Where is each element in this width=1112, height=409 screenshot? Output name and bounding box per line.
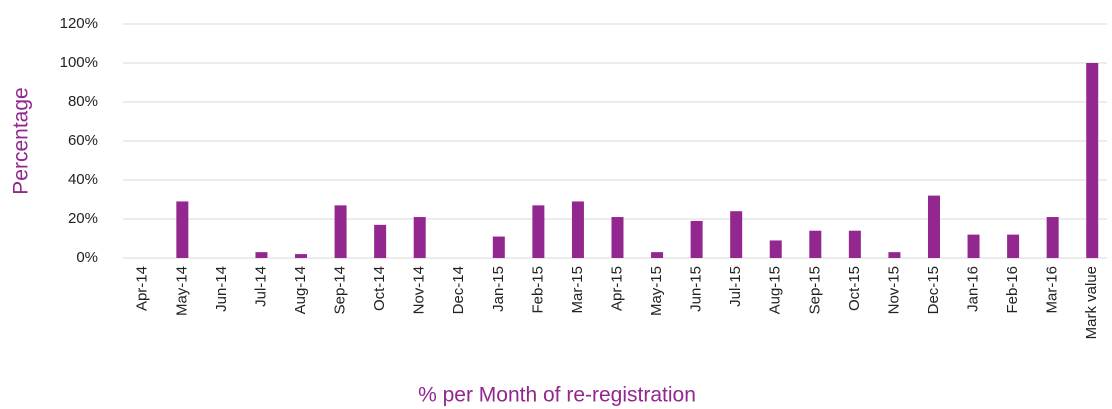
- y-tick-label: 100%: [60, 54, 98, 71]
- bar: [255, 252, 268, 258]
- x-tick-label: Nov-15: [885, 266, 902, 314]
- x-tick-label: Jan-15: [490, 266, 507, 312]
- x-tick-label: Mar-16: [1044, 266, 1061, 314]
- x-tick-label: May-15: [648, 266, 665, 316]
- x-tick-label: Oct-15: [846, 266, 863, 311]
- x-tick-label: Mark value: [1083, 266, 1100, 339]
- x-tick-label: Jun-14: [213, 266, 230, 312]
- x-tick-label: Apr-14: [134, 266, 151, 311]
- bar: [532, 205, 545, 258]
- x-tick-label: Feb-16: [1004, 266, 1021, 314]
- x-tick-label: Dec-14: [450, 266, 467, 314]
- x-tick-label: Apr-15: [608, 266, 625, 311]
- bar: [295, 254, 308, 258]
- bar: [492, 236, 505, 258]
- bar: [888, 252, 901, 258]
- x-tick-label: Jul-14: [252, 266, 269, 307]
- bar: [809, 230, 822, 258]
- bar: [927, 195, 940, 258]
- x-tick-label: Jan-16: [965, 266, 982, 312]
- x-tick-label: Aug-15: [767, 266, 784, 314]
- x-tick-label: Jun-15: [688, 266, 705, 312]
- y-tick-label: 60%: [68, 132, 98, 149]
- bar: [334, 205, 347, 258]
- x-tick-label: Jul-15: [727, 266, 744, 307]
- x-tick-label: Oct-14: [371, 266, 388, 311]
- bar: [176, 201, 189, 258]
- bar: [1086, 63, 1099, 258]
- x-tick-label: Dec-15: [925, 266, 942, 314]
- x-tick-label: Mar-15: [569, 266, 586, 314]
- bar: [571, 201, 584, 258]
- bar: [730, 211, 743, 258]
- x-tick-label: Feb-15: [529, 266, 546, 314]
- bar: [1007, 234, 1020, 258]
- x-tick-label: Aug-14: [292, 266, 309, 314]
- bar: [848, 230, 861, 258]
- y-tick-label: 40%: [68, 171, 98, 188]
- x-tick-label: May-14: [173, 266, 190, 316]
- y-tick-label: 20%: [68, 210, 98, 227]
- x-tick-label: Sep-15: [806, 266, 823, 314]
- x-tick-label: Nov-14: [411, 266, 428, 314]
- bar: [1046, 217, 1059, 258]
- y-tick-label: 80%: [68, 93, 98, 110]
- x-axis-title: % per Month of re-registration: [418, 384, 696, 407]
- y-tick-label: 0%: [76, 249, 98, 266]
- bar: [651, 252, 664, 258]
- y-axis-title: Percentage: [10, 87, 33, 194]
- bar: [611, 217, 624, 258]
- y-tick-label: 120%: [60, 15, 98, 32]
- bar: [967, 234, 980, 258]
- bar: [413, 217, 426, 258]
- x-tick-label: Sep-14: [332, 266, 349, 314]
- bar: [690, 220, 703, 258]
- bar: [374, 224, 387, 258]
- bar: [769, 240, 782, 258]
